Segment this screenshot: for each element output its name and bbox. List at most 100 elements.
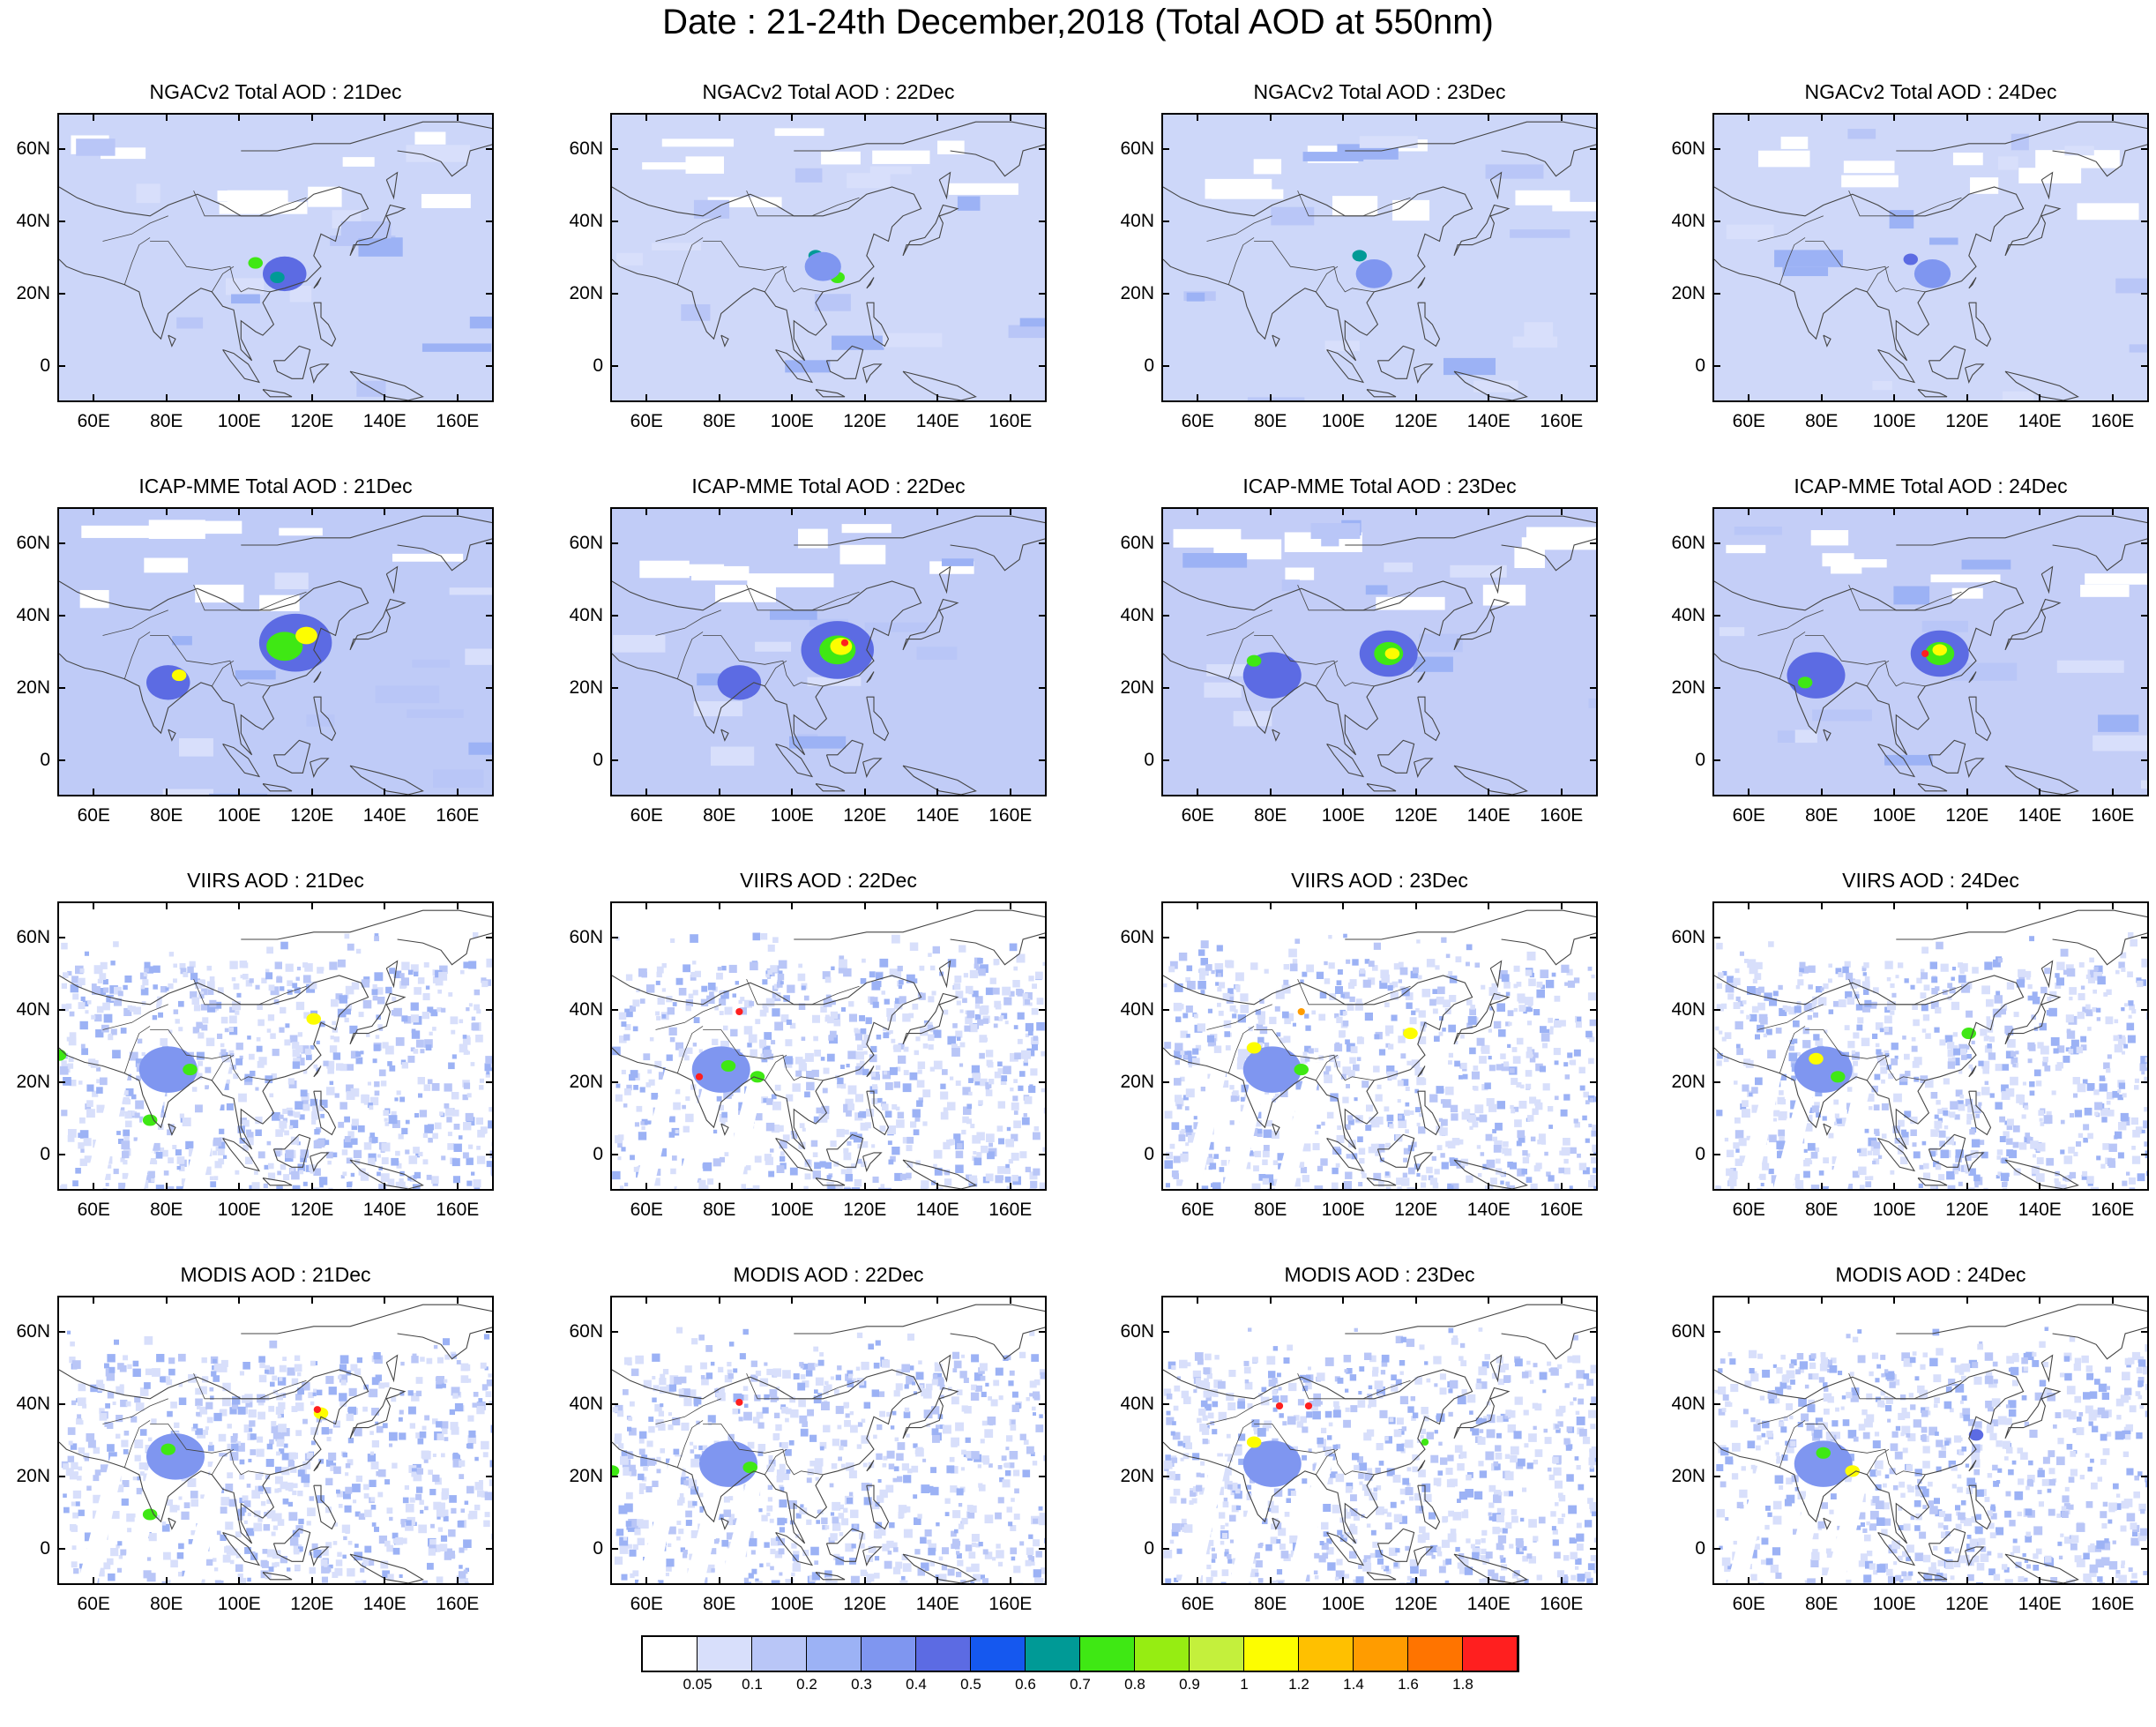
aod-pixel — [1904, 978, 1909, 983]
x-tick-mark — [936, 507, 939, 515]
y-tick-mark — [486, 1009, 494, 1011]
aod-pixel — [2006, 1138, 2013, 1145]
aod-pixel — [188, 1539, 194, 1544]
aod-pixel — [229, 1452, 239, 1461]
aod-pixel — [1340, 993, 1345, 998]
aod-pixel — [1823, 1157, 1829, 1163]
aod-pixel — [1905, 1070, 1911, 1077]
aod-pixel — [133, 1006, 141, 1015]
aod-pixel — [1223, 1020, 1232, 1028]
aod-pixel — [1794, 1173, 1801, 1180]
aod-pixel — [235, 1553, 241, 1559]
aod-pixel — [1022, 1050, 1031, 1059]
aod-pixel — [123, 1431, 130, 1436]
aod-cell-block — [1510, 229, 1570, 238]
aod-pixel — [981, 1145, 988, 1154]
aod-pixel — [415, 1039, 424, 1048]
aod-pixel — [99, 1567, 105, 1574]
aod-pixel — [1490, 1178, 1497, 1185]
aod-pixel — [314, 1129, 320, 1135]
aod-pixel — [634, 1122, 639, 1127]
x-tick-mark — [1414, 1183, 1417, 1191]
y-tick-mark — [57, 937, 65, 938]
aod-pixel — [458, 1135, 463, 1140]
aod-pixel — [1873, 987, 1879, 993]
aod-pixel — [209, 1387, 214, 1392]
aod-pixel — [893, 1000, 903, 1010]
aod-pixel — [92, 986, 101, 995]
aod-pixel — [1438, 1031, 1444, 1036]
aod-pixel — [466, 1485, 474, 1494]
aod-pixel — [1212, 1182, 1221, 1189]
aod-pixel — [244, 1547, 251, 1554]
aod-pixel — [1995, 1102, 2003, 1110]
coastline — [2004, 598, 2062, 651]
aod-pixel — [1513, 1007, 1518, 1013]
aod-pixel — [1370, 1143, 1379, 1152]
aod-pixel — [99, 973, 107, 980]
aod-pixel — [486, 1379, 492, 1387]
aod-pixel — [257, 1004, 263, 1010]
panel-title: VIIRS AOD : 24Dec — [1842, 869, 2019, 892]
x-tick-mark — [645, 901, 648, 909]
aod-pixel — [718, 1104, 724, 1111]
aod-pixel — [1409, 1017, 1417, 1025]
aod-pixel — [418, 1093, 423, 1098]
x-tick-mark — [1342, 113, 1345, 121]
aod-pixel — [1527, 1002, 1533, 1007]
aod-pixel — [361, 979, 370, 988]
aod-pixel — [928, 1024, 933, 1030]
aod-cell-block — [1443, 357, 1496, 376]
aod-pixel — [242, 1495, 249, 1502]
aod-pixel — [332, 1052, 341, 1060]
aod-pixel — [1808, 984, 1813, 990]
aod-pixel — [144, 1462, 153, 1471]
aod-pixel — [1041, 1088, 1045, 1093]
aod-hotspot — [1355, 259, 1392, 288]
aod-pixel — [1807, 1014, 1813, 1020]
aod-pixel — [630, 1155, 635, 1161]
aod-pixel — [295, 1430, 302, 1437]
y-tick-mark — [1161, 1009, 1169, 1011]
aod-pixel — [1824, 1029, 1828, 1034]
aod-pixel — [2043, 1115, 2053, 1125]
aod-pixel — [845, 1148, 849, 1152]
coastline — [1163, 580, 1473, 756]
aod-pixel — [763, 1098, 768, 1103]
coastline — [1163, 975, 1473, 1150]
aod-pixel — [922, 1043, 929, 1049]
aod-pixel — [143, 972, 148, 976]
x-tick-mark — [1342, 1183, 1345, 1191]
x-tick-label: 100E — [770, 1200, 814, 1220]
aod-pixel — [63, 1506, 70, 1514]
aod-pixel — [1185, 1129, 1194, 1137]
aod-pixel — [1367, 977, 1376, 985]
aod-cell-block — [1782, 266, 1829, 277]
aod-pixel — [2030, 1140, 2039, 1149]
aod-pixel — [2144, 1107, 2147, 1112]
aod-pixel — [1188, 1064, 1192, 1068]
aod-pixel — [1888, 1073, 1894, 1080]
x-tick-mark — [1269, 507, 1272, 515]
aod-pixel — [463, 1539, 472, 1548]
aod-pixel — [84, 1456, 89, 1462]
aod-pixel — [436, 1515, 441, 1520]
aod-pixel — [389, 1443, 393, 1447]
aod-pixel — [303, 1012, 310, 1019]
aod-pixel — [2127, 971, 2133, 978]
aod-pixel — [94, 1469, 101, 1476]
aod-pixel — [333, 1522, 338, 1527]
aod-pixel — [158, 1012, 163, 1018]
aod-pixel — [1849, 978, 1855, 985]
aod-pixel — [1803, 1148, 1808, 1153]
x-tick-label: 80E — [703, 1200, 736, 1220]
aod-pixel — [1799, 967, 1804, 973]
aod-clear-patch — [1482, 584, 1526, 606]
aod-pixel — [324, 1140, 330, 1146]
aod-pixel — [1045, 1142, 1047, 1149]
y-tick-mark — [57, 542, 65, 544]
aod-pixel — [287, 1078, 295, 1085]
aod-pixel — [295, 1402, 304, 1411]
aod-pixel — [909, 942, 919, 951]
aod-pixel — [110, 961, 116, 966]
